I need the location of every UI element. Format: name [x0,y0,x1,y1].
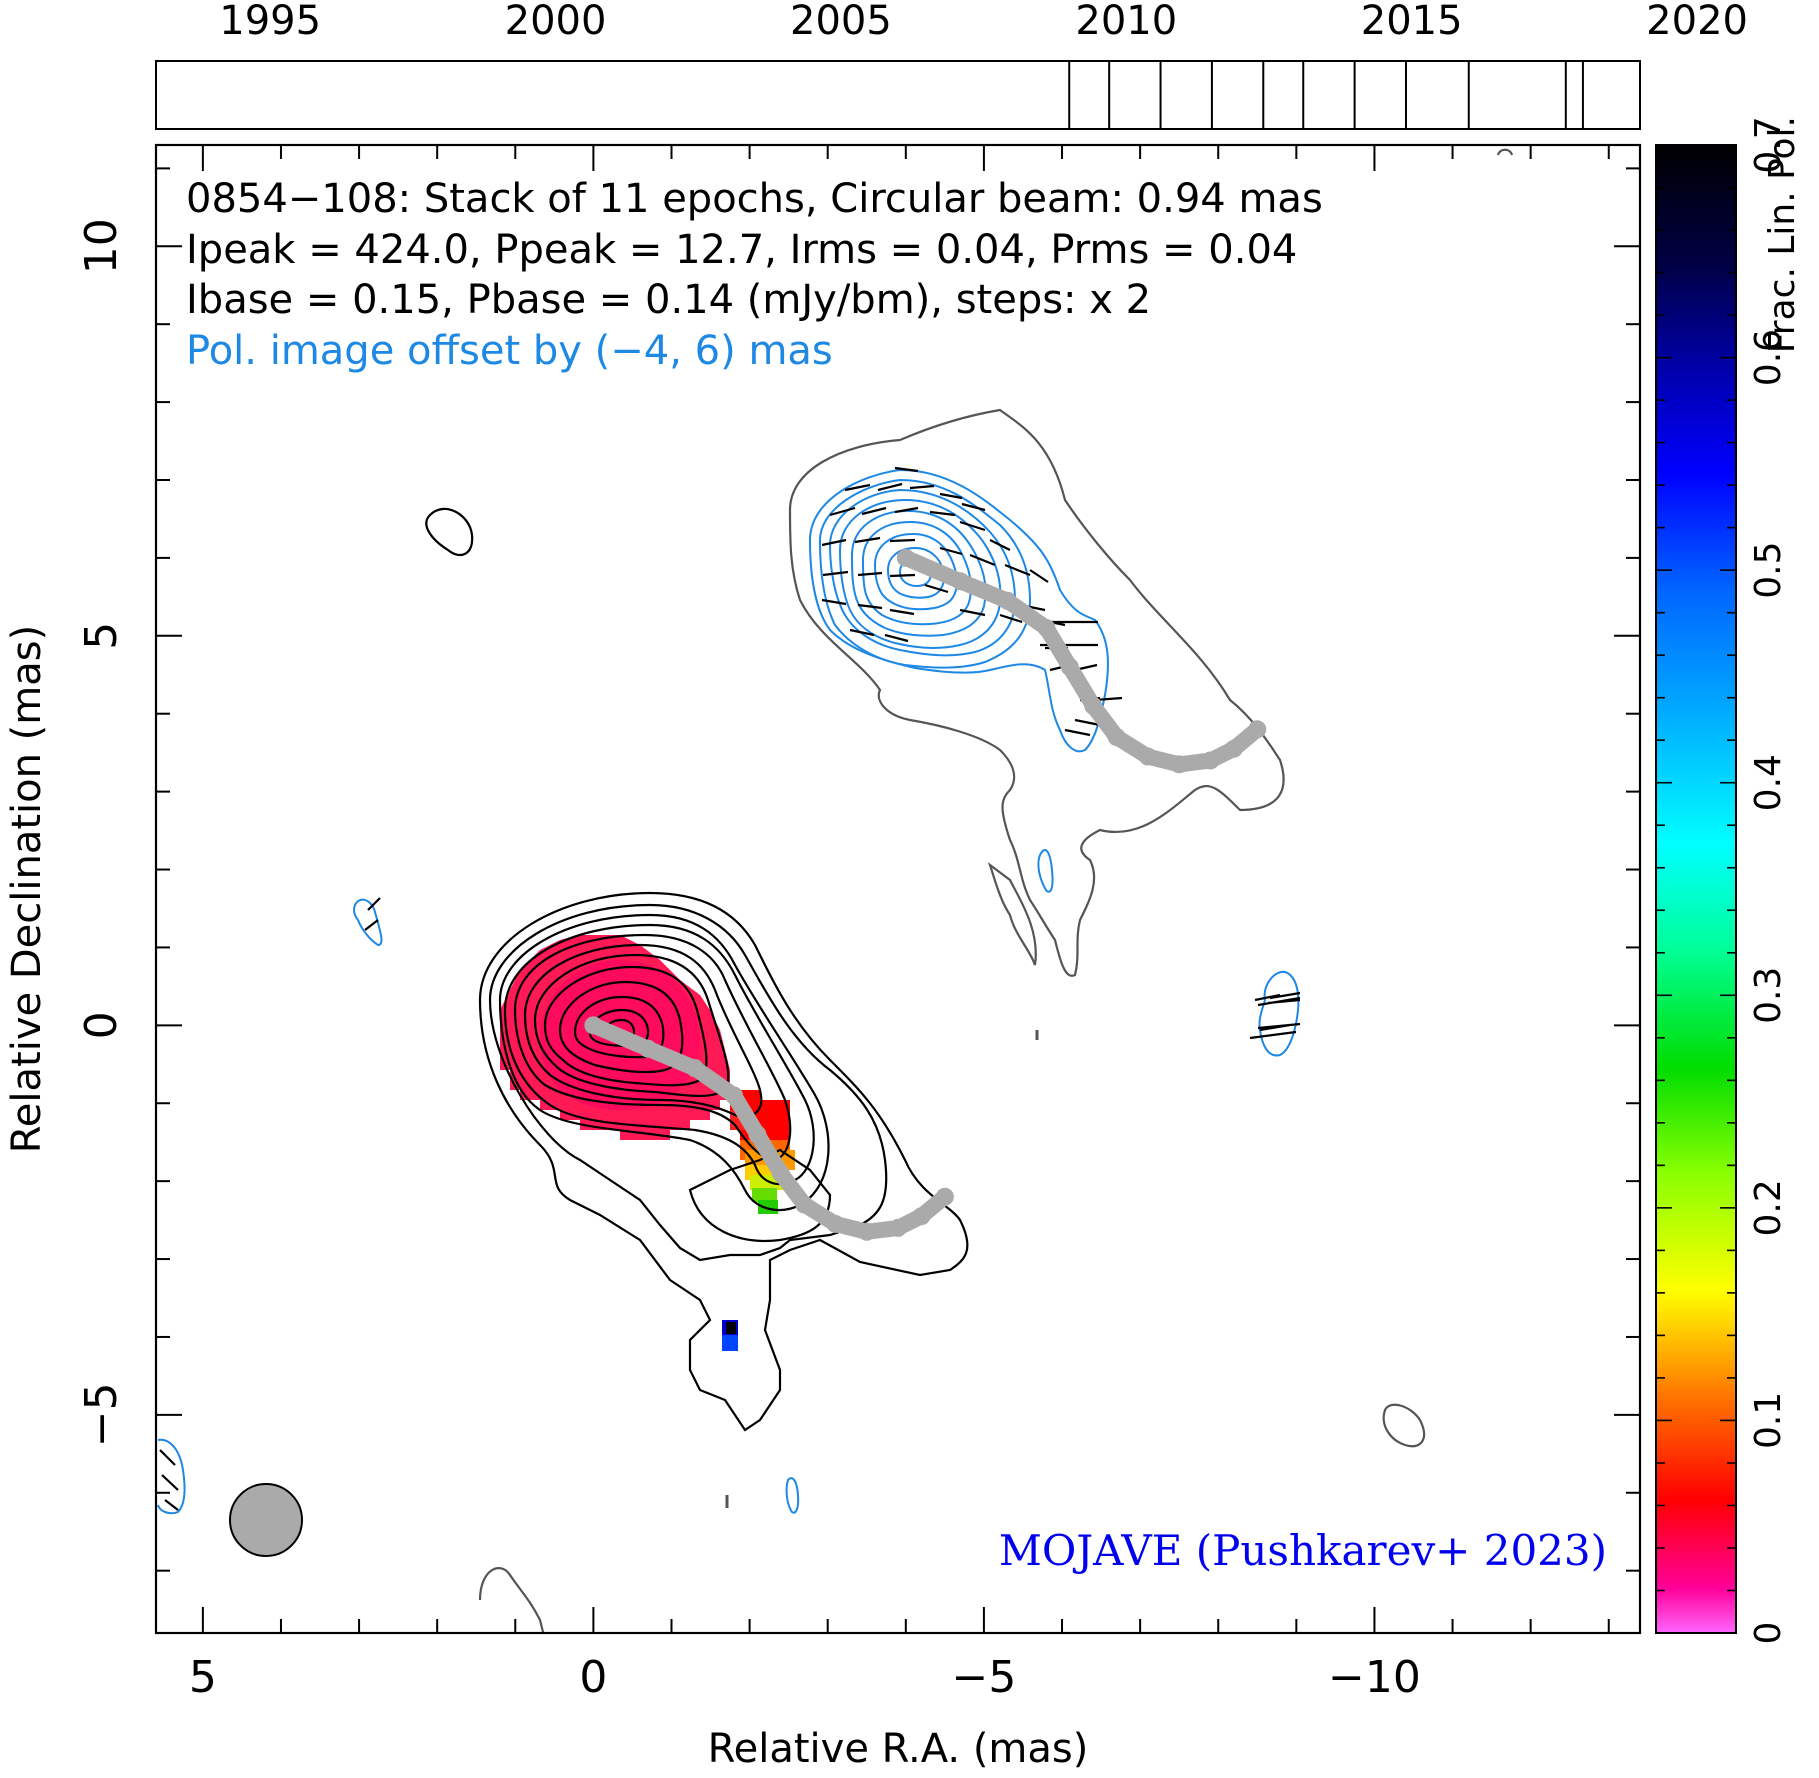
gray-contour [788,408,1285,977]
i-contour [488,903,888,1262]
x-tick-label: 5 [189,1652,217,1703]
epoch-timeline: 1995 2000 2005 2010 2015 2020 [155,0,1748,130]
map-frame [156,145,1640,1633]
y-axis-label: Relative Declination (mas) [4,625,50,1153]
gray-contour [478,1567,545,1633]
ridge-point [912,1207,931,1226]
ridge-point [896,548,915,567]
x-tick-label: −5 [951,1652,1016,1703]
pol-contour [1037,849,1054,893]
frac-pol-pixel [722,1335,738,1351]
timeline-tick-label: 2015 [1361,0,1463,44]
x-tick-label: 0 [579,1652,607,1703]
ridge-line-offset [896,548,1267,774]
ridge-point [639,1039,658,1058]
pol-contour [353,898,383,947]
beam-ellipse [229,1483,303,1557]
pol-contour [818,478,1032,669]
pol-contour [808,468,1109,753]
y-tick-label: 5 [76,622,127,650]
map-panel: 5 0 −5 −10 −5 0 5 10 0854−108: Stack of 11 epoc… [4,143,1642,1772]
x-tick-label: −10 [1328,1652,1421,1703]
colorbar-tick-label: 0 [1748,1622,1789,1645]
ridge-line [584,1016,954,1241]
ridge-point [771,1164,790,1183]
y-tick-label: 0 [76,1011,127,1039]
i-isolated-contour [425,507,474,557]
ridge-point [1107,728,1126,747]
ridge-point [1201,751,1220,770]
credit-text: MOJAVE (Pushkarev+ 2023) [999,1526,1607,1575]
ridge-point [951,572,970,591]
gray-contour [1382,1403,1426,1448]
pol-contour [861,520,972,626]
colorbar-label: Frac. Lin. Pol. [1762,116,1803,353]
timeline-tick-label: 2000 [505,0,607,44]
i-contour [503,923,815,1186]
ridge-point [685,1059,704,1078]
i-contour [558,980,684,1074]
colorbar-gradient [1655,144,1737,1634]
ridge-point [1138,747,1157,766]
colorbar-tick-label: 0.2 [1748,1179,1789,1236]
ridge-point [1224,739,1243,758]
colorbar-tick-label: 0.5 [1748,542,1789,599]
timeline-epoch-lines [1068,61,1584,129]
colorbar-tick-label: 0.4 [1748,754,1789,811]
i-contour [513,933,792,1162]
ridge-point [1248,720,1267,739]
timeline-tick-label: 1995 [219,0,321,44]
pol-contour [838,498,1002,649]
pol-contour [886,546,945,599]
colorbar-tick-label: 0.6 [1748,329,1789,386]
ridge-point [857,1222,876,1241]
offset-i-contour [478,148,1514,1633]
header-line-3: Ibase = 0.15, Pbase = 0.14 (mJy/bm), ste… [186,277,1151,323]
colorbar-ticks: 0 0.1 0.2 0.3 0.4 0.5 0.6 0.7 [1656,116,1789,1644]
timeline-tick-label: 2010 [1075,0,1177,44]
ridge-point [795,1195,814,1214]
i-contour [588,1008,650,1048]
colorbar-tick-label: 0.7 [1748,116,1789,173]
y-tick-label: 10 [76,218,127,274]
frac-pol-pixel [726,1322,736,1334]
ridge-point [1060,657,1079,676]
i-contour [523,943,763,1118]
ridge-point [1084,696,1103,715]
i-contour [498,913,830,1212]
header-line-1: 0854−108: Stack of 11 epochs, Circular b… [186,176,1323,222]
i-contour [478,891,969,1432]
colorbar-tick-label: 0.3 [1748,967,1789,1024]
ridge-point [1037,619,1056,638]
ridge-point [724,1086,743,1105]
axis-ticks: 5 0 −5 −10 −5 0 5 10 [76,145,1640,1703]
ridge-point [748,1125,767,1144]
pol-contour [873,532,958,611]
colorbar: 0 0.1 0.2 0.3 0.4 0.5 0.6 0.7 Frac. Lin. Pol. [1655,116,1803,1644]
map-border [154,143,1642,1635]
timeline-box [155,60,1641,130]
pol-contour [785,1477,800,1514]
gray-contour [1496,148,1514,156]
ridge-point [998,591,1017,610]
ridge-point [826,1214,845,1233]
header-text: 0854−108: Stack of 11 epochs, Circular b… [186,176,1323,374]
header-line-2: Ipeak = 424.0, Ppeak = 12.7, Irms = 0.04… [186,227,1297,273]
colorbar-tick-label: 0.1 [1748,1392,1789,1449]
ridge-point [584,1016,603,1035]
header-line-4: Pol. image offset by (−4, 6) mas [186,328,833,374]
pol-contour [157,1438,186,1515]
ridge-point [935,1187,954,1206]
ridge-point [889,1218,907,1237]
y-tick-label: −5 [76,1382,127,1447]
frac-pol-pixel [752,1188,777,1202]
ridge-point [1170,755,1189,774]
timeline-tick-label: 2020 [1646,0,1748,44]
timeline-tick-labels: 1995 2000 2005 2010 2015 2020 [219,0,1748,44]
x-axis-label: Relative R.A. (mas) [708,1726,1089,1772]
timeline-tick-label: 2005 [790,0,892,44]
pol-contour [850,509,987,637]
